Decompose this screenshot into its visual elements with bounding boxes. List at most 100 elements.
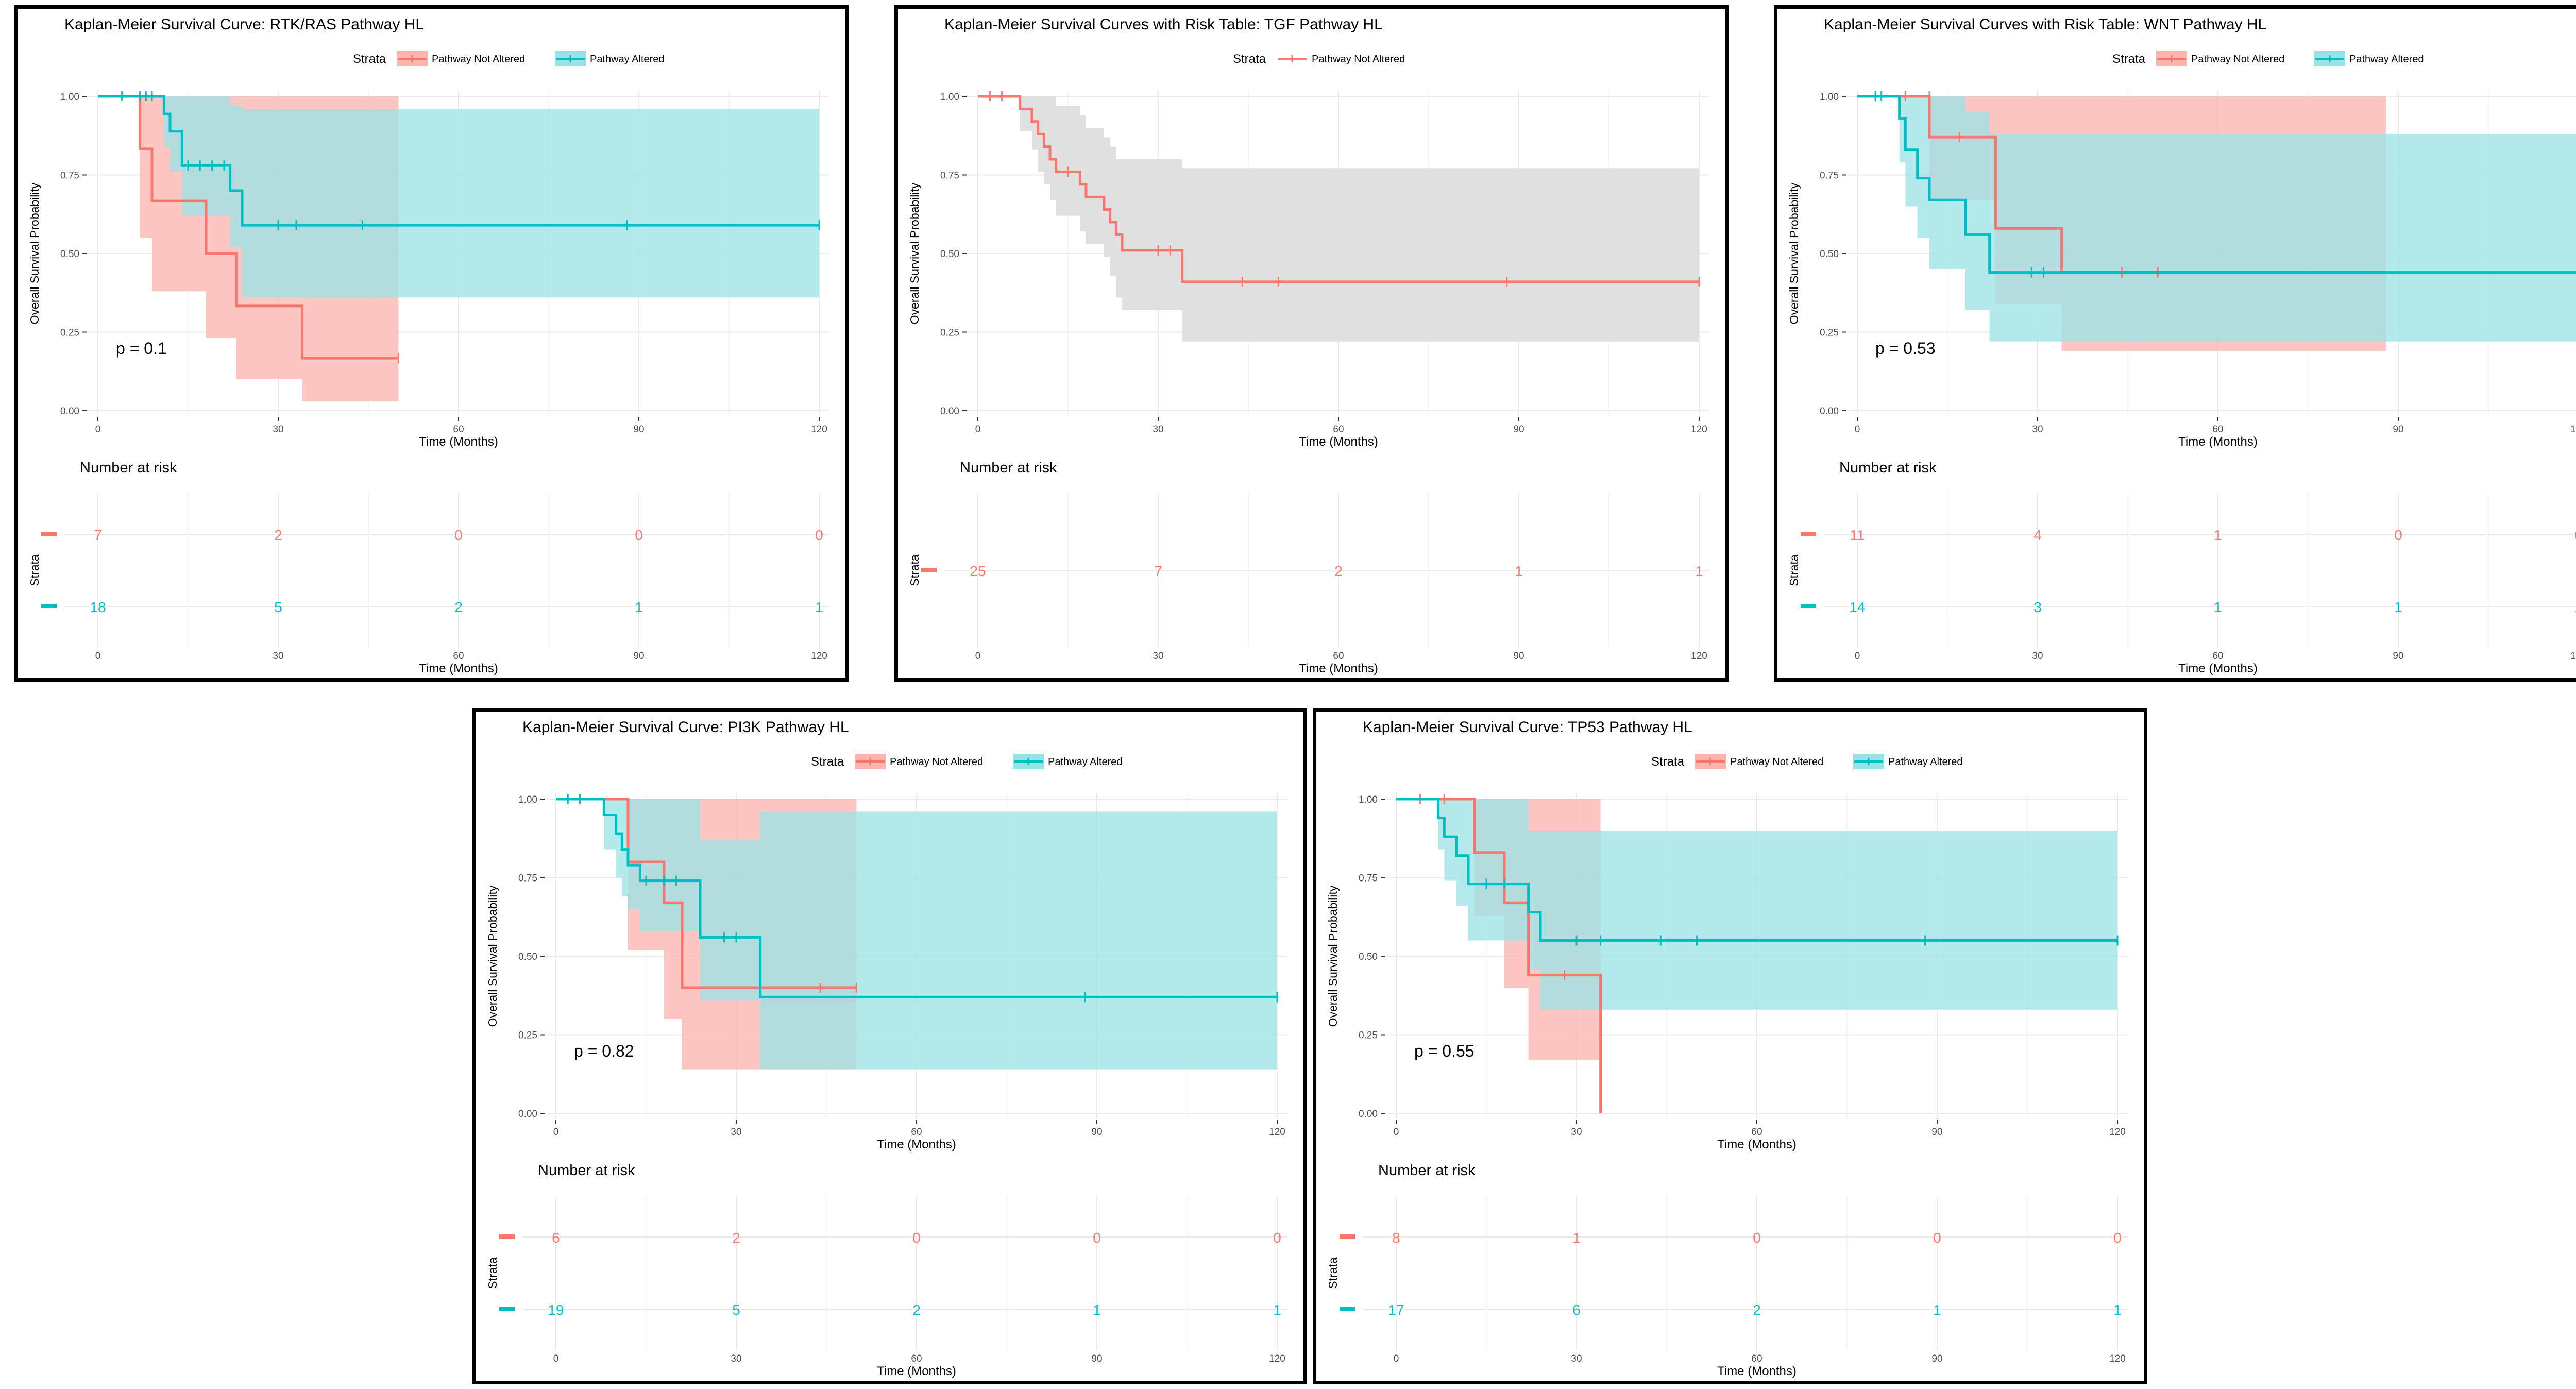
y-tick-label: 0.50: [940, 249, 959, 260]
survival-curve: [1857, 95, 2386, 274]
risk-x-axis-label: Time (Months): [419, 662, 498, 675]
x-tick-label: 120: [1269, 1127, 1285, 1138]
x-axis-label: Time (Months): [1299, 435, 1378, 449]
risk-count: 1: [2394, 599, 2402, 615]
y-tick-label: 0.00: [1820, 406, 1839, 417]
risk-table-title: Number at risk: [538, 1162, 635, 1179]
risk-x-tick-label: 60: [1751, 1353, 1762, 1364]
risk-strata-key: [499, 1234, 515, 1239]
x-tick-label: 0: [1855, 424, 1860, 435]
km-panel-tgf: Kaplan-Meier Survival Curves with Risk T…: [894, 5, 1729, 682]
p-value-label: p = 0.82: [574, 1042, 634, 1060]
x-tick-label: 0: [1394, 1127, 1399, 1138]
risk-count: 2: [274, 527, 282, 543]
risk-x-tick-label: 120: [811, 651, 827, 662]
legend-title: Strata: [1651, 755, 1685, 769]
confidence-band: [978, 96, 1699, 342]
y-axis-label: Overall Survival Probability: [1326, 885, 1340, 1027]
risk-count: 0: [1933, 1230, 1941, 1246]
risk-x-tick-label: 30: [2032, 651, 2043, 662]
risk-count: 17: [1388, 1302, 1404, 1318]
confidence-band: [1396, 799, 2117, 1010]
x-tick-label: 60: [1333, 424, 1344, 435]
legend-entry: Pathway Not Altered: [1278, 54, 1405, 65]
x-tick-label: 120: [1691, 424, 1707, 435]
risk-x-tick-label: 30: [1571, 1353, 1582, 1364]
chart-title: Kaplan-Meier Survival Curve: RTK/RAS Pat…: [64, 16, 424, 33]
x-axis-label: Time (Months): [2178, 435, 2258, 449]
legend-title: Strata: [353, 52, 386, 66]
y-tick-label: 0.00: [940, 406, 959, 417]
y-tick-label: 0.50: [1820, 249, 1839, 260]
risk-count: 5: [732, 1302, 740, 1318]
risk-count: 4: [2033, 527, 2042, 543]
risk-strata-key: [41, 532, 57, 536]
risk-count: 6: [1572, 1302, 1581, 1318]
risk-count: 5: [274, 599, 282, 615]
y-axis-label: Overall Survival Probability: [908, 182, 921, 324]
km-chart-svg: Kaplan-Meier Survival Curve: PI3K Pathwa…: [486, 719, 1287, 1378]
y-tick-label: 0.25: [940, 328, 959, 338]
legend-label: Pathway Not Altered: [890, 756, 983, 768]
risk-x-tick-label: 90: [1091, 1353, 1102, 1364]
risk-y-axis-label: Strata: [28, 554, 41, 586]
x-tick-label: 0: [95, 424, 101, 435]
y-tick-label: 0.25: [1359, 1030, 1378, 1041]
risk-y-axis-label: Strata: [1787, 554, 1801, 586]
risk-x-tick-label: 60: [911, 1353, 922, 1364]
risk-count: 0: [454, 527, 463, 543]
legend-label: Pathway Altered: [2349, 54, 2424, 65]
risk-count: 0: [1753, 1230, 1761, 1246]
risk-count: 19: [548, 1302, 564, 1318]
x-tick-label: 120: [2109, 1127, 2126, 1138]
risk-strata-key: [1340, 1234, 1355, 1239]
x-tick-label: 60: [911, 1127, 922, 1138]
risk-table-title: Number at risk: [1839, 460, 1937, 476]
y-axis-label: Overall Survival Probability: [28, 182, 41, 324]
y-tick-label: 0.75: [940, 171, 959, 181]
y-tick-label: 0.00: [518, 1109, 537, 1120]
x-tick-label: 90: [1091, 1127, 1102, 1138]
risk-count: 2: [1334, 563, 1343, 579]
risk-strata-key: [1801, 532, 1816, 536]
risk-count: 1: [2214, 527, 2222, 543]
risk-x-tick-label: 120: [2570, 651, 2576, 662]
survival-curve: [98, 95, 819, 227]
y-tick-label: 0.25: [60, 328, 79, 338]
risk-count: 25: [970, 563, 986, 579]
legend-entry: Pathway Altered: [1013, 754, 1123, 769]
legend-entry: Pathway Altered: [555, 51, 665, 66]
chart-title: Kaplan-Meier Survival Curve: PI3K Pathwa…: [522, 719, 849, 736]
x-tick-label: 90: [1513, 424, 1524, 435]
risk-table-title: Number at risk: [960, 460, 1057, 476]
risk-count: 0: [912, 1230, 921, 1246]
risk-strata-key: [499, 1307, 515, 1311]
risk-count: 7: [94, 527, 102, 543]
legend-entry: Pathway Altered: [2314, 51, 2424, 66]
risk-x-tick-label: 90: [1931, 1353, 1942, 1364]
y-tick-label: 0.25: [518, 1030, 537, 1041]
risk-count: 7: [1154, 563, 1162, 579]
risk-count: 1: [2113, 1302, 2122, 1318]
km-panel-pi3k: Kaplan-Meier Survival Curve: PI3K Pathwa…: [472, 708, 1307, 1384]
survival-curve: [98, 95, 399, 360]
risk-count: 2: [454, 599, 463, 615]
confidence-band: [98, 96, 819, 298]
x-tick-label: 90: [2393, 424, 2403, 435]
risk-y-axis-label: Strata: [486, 1257, 499, 1289]
survival-curve: [1396, 798, 2117, 942]
risk-x-tick-label: 30: [731, 1353, 741, 1364]
risk-table-title: Number at risk: [80, 460, 177, 476]
x-tick-label: 120: [2570, 424, 2576, 435]
km-chart-svg: Kaplan-Meier Survival Curve: TP53 Pathwa…: [1326, 719, 2128, 1378]
p-value-label: p = 0.1: [116, 339, 167, 358]
x-tick-label: 60: [453, 424, 464, 435]
risk-count: 1: [815, 599, 823, 615]
risk-count: 2: [732, 1230, 740, 1246]
x-tick-label: 30: [273, 424, 283, 435]
risk-x-tick-label: 60: [453, 651, 464, 662]
legend-title: Strata: [1233, 52, 1266, 66]
y-tick-label: 0.75: [60, 171, 79, 181]
risk-count: 0: [2574, 527, 2576, 543]
risk-x-tick-label: 120: [2109, 1353, 2126, 1364]
